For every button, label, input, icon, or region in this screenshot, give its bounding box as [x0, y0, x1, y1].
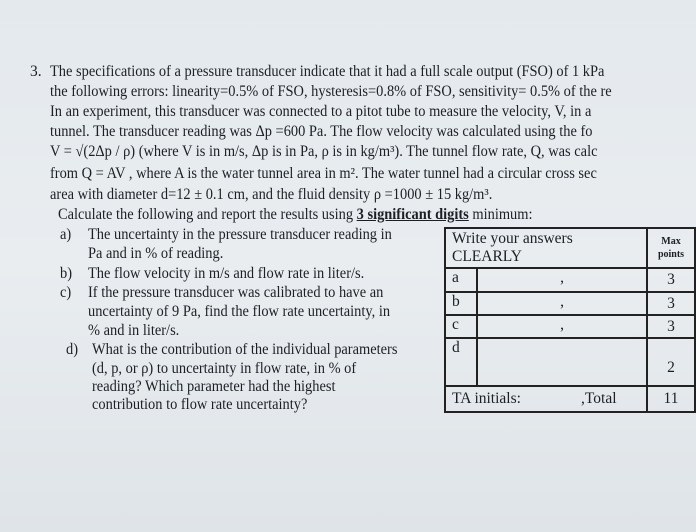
row-label: d	[444, 337, 478, 387]
part-d-text: What is the contribution of the individu…	[92, 341, 398, 358]
answer-c-field[interactable]: ,	[476, 314, 648, 339]
answer-header-line: Write your answers	[452, 230, 573, 247]
row-points: 3	[646, 291, 696, 316]
question-line: from Q = AV , where A is the water tunne…	[50, 165, 597, 182]
row-points: 3	[646, 314, 696, 339]
part-a-label: a)	[60, 226, 72, 243]
part-a-text: Pa and in % of reading.	[88, 245, 224, 262]
max-header-line: Max	[661, 236, 681, 247]
answer-row: a , 3	[444, 267, 696, 293]
row-label: b	[444, 291, 478, 316]
answer-d-field[interactable]	[476, 337, 648, 387]
question-line: area with diameter d=12 ± 0.1 cm, and th…	[50, 186, 493, 203]
total-points: 11	[646, 385, 696, 413]
row-label: a	[444, 267, 478, 293]
ta-initials-label: TA initials:	[452, 390, 521, 407]
question-line: The specifications of a pressure transdu…	[50, 63, 605, 80]
answer-table: Write your answers CLEARLY Max points a …	[444, 227, 696, 413]
instruction-prefix: Calculate the following and report the r…	[58, 206, 357, 223]
ta-initials-field[interactable]: TA initials: ,Total	[444, 385, 648, 413]
answer-header-line: CLEARLY	[452, 248, 522, 265]
answer-b-field[interactable]: ,	[476, 291, 648, 316]
answer-row: b , 3	[444, 291, 696, 316]
question-line: In an experiment, this transducer was co…	[50, 103, 592, 120]
part-c-text: If the pressure transducer was calibrate…	[88, 284, 384, 301]
total-row: TA initials: ,Total 11	[444, 385, 696, 413]
part-d-label: d)	[66, 341, 79, 358]
part-c-label: c)	[60, 284, 72, 301]
total-label: ,Total	[581, 390, 617, 407]
answer-header: Write your answers CLEARLY	[444, 227, 648, 269]
max-points-header: Max points	[646, 227, 696, 269]
part-d-text: reading? Which parameter had the highest	[92, 378, 336, 395]
answer-row: c , 3	[444, 314, 696, 339]
part-c-text: % and in liter/s.	[88, 322, 180, 339]
max-header-line: points	[657, 249, 685, 260]
question-line: tunnel. The transducer reading was Δp =6…	[50, 123, 593, 140]
instruction-emphasis: 3 significant digits	[356, 206, 469, 223]
answer-row: d 2	[444, 337, 696, 387]
part-d-text: (d, p, or ρ) to uncertainty in flow rate…	[92, 360, 357, 377]
part-c-text: uncertainty of 9 Pa, find the flow rate …	[88, 303, 391, 320]
question-number: 3.	[30, 63, 42, 80]
part-d-text: contribution to flow rate uncertainty?	[92, 396, 308, 413]
part-a-text: The uncertainty in the pressure transduc…	[88, 226, 392, 243]
question-line: V = √(2Δp / ρ) (where V is in m/s, Δp is…	[50, 143, 598, 160]
answer-a-field[interactable]: ,	[476, 267, 648, 293]
instruction-suffix: minimum:	[468, 206, 533, 223]
row-label: c	[444, 314, 478, 339]
part-b-label: b)	[60, 265, 73, 282]
question-line: the following errors: linearity=0.5% of …	[50, 83, 612, 100]
instruction: Calculate the following and report the r…	[58, 206, 532, 224]
row-points: 2	[646, 337, 696, 387]
row-points: 3	[646, 267, 696, 293]
part-b-text: The flow velocity in m/s and flow rate i…	[88, 265, 365, 282]
